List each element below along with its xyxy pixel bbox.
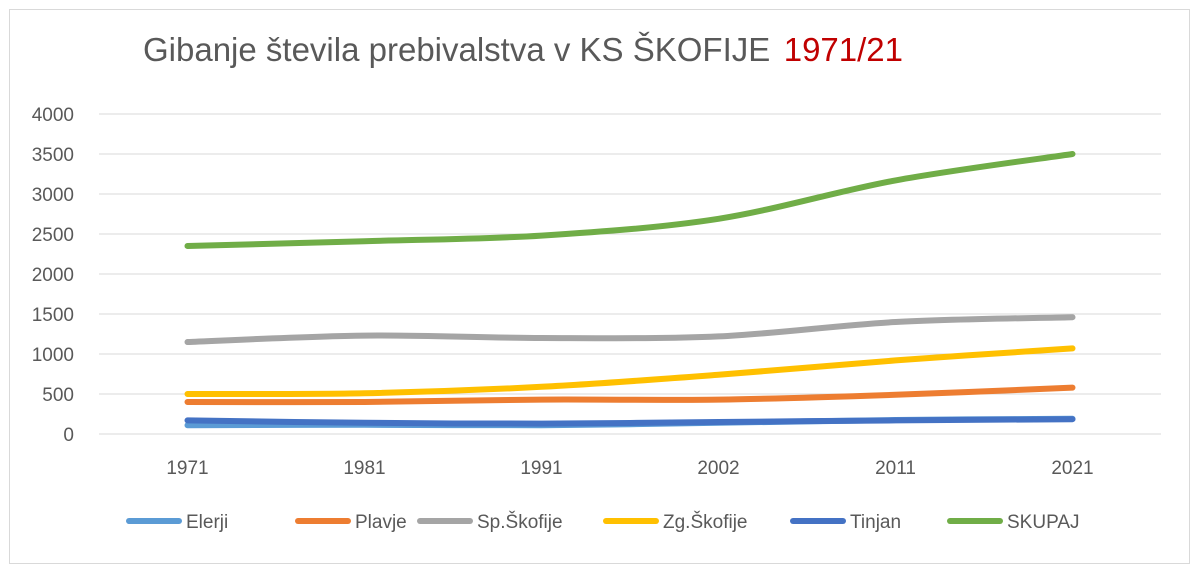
chart-title: Gibanje števila prebivalstva v KS ŠKOFIJ… [143, 31, 903, 68]
x-tick-label: 1971 [166, 458, 208, 479]
y-tick-label: 3500 [32, 145, 74, 166]
x-tick-label: 2011 [875, 458, 916, 479]
legend-label-zg-kofije: Zg.Škofije [663, 511, 747, 533]
legend-label-skupaj: SKUPAJ [1007, 512, 1080, 533]
y-tick-label: 1500 [32, 305, 74, 326]
y-axis-ticks: 0 500 1000 1500 2000 2500 3000 3500 4000 [32, 105, 74, 446]
legend-label-elerji: Elerji [186, 512, 228, 533]
y-tick-label: 1000 [32, 345, 74, 366]
y-tick-label: 0 [63, 425, 74, 446]
y-tick-label: 2500 [32, 225, 74, 246]
legend-label-tinjan: Tinjan [850, 512, 901, 533]
series-line-plavje [184, 384, 1076, 406]
legend-label-sp-kofije: Sp.Škofije [477, 511, 563, 533]
y-tick-label: 3000 [32, 185, 74, 206]
series-line-sp-kofije [184, 314, 1076, 345]
series-line-tinjan [184, 416, 1076, 427]
series-line-zg-kofije [184, 345, 1076, 397]
x-tick-label: 2021 [1051, 458, 1093, 479]
y-tick-label: 500 [42, 385, 74, 406]
legend-label-plavje: Plavje [355, 512, 407, 533]
chart-title-accent: 1971/21 [784, 31, 903, 68]
x-tick-label: 1991 [520, 458, 562, 479]
chart-frame [9, 9, 1190, 564]
x-axis-ticks: 1971 1981 1991 2002 2011 2021 [166, 458, 1093, 479]
y-tick-label: 2000 [32, 265, 74, 286]
x-tick-label: 1981 [343, 458, 385, 479]
series-lines [184, 151, 1076, 429]
y-tick-label: 4000 [32, 105, 74, 126]
legend: Elerji Plavje Sp.Škofije Zg.Škofije Tinjan SK… [126, 511, 1080, 533]
series-line-skupaj [184, 151, 1076, 249]
chart-title-main: Gibanje števila prebivalstva v KS ŠKOFIJ… [143, 31, 770, 68]
x-tick-label: 2002 [697, 458, 739, 479]
